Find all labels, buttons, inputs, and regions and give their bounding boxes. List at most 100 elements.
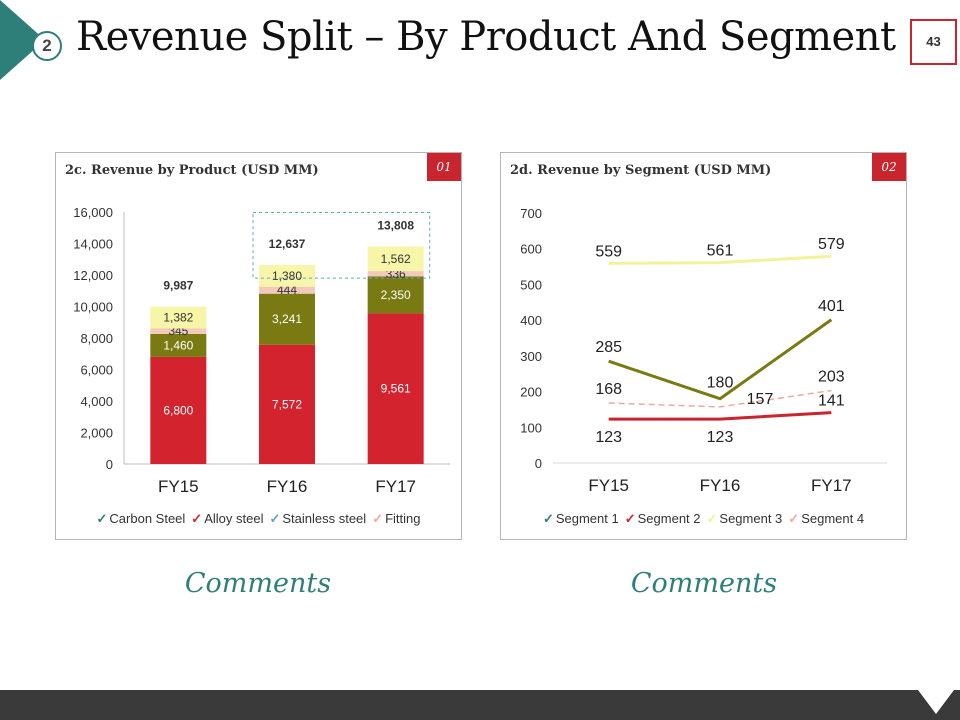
y-tick-label: 0	[535, 456, 542, 471]
data-label: 561	[707, 243, 734, 260]
y-tick-label: 14,000	[73, 237, 113, 252]
x-tick-label: FY17	[811, 476, 852, 495]
product-legend-item[interactable]: ✓ Carbon Steel	[97, 511, 186, 527]
data-label: 123	[707, 429, 734, 446]
data-label: 401	[818, 298, 845, 315]
data-label: 3,241	[272, 312, 302, 326]
legend-label: Segment 1	[555, 511, 619, 526]
legend-label: Segment 2	[637, 511, 701, 526]
product-legend-item[interactable]: ✓ Stainless steel	[269, 511, 366, 527]
segment-chart-badge: 02	[872, 153, 906, 181]
series-line	[608, 254, 832, 265]
y-tick-label: 2,000	[80, 426, 113, 441]
data-label: 2,350	[381, 288, 411, 302]
y-tick-label: 200	[520, 385, 542, 400]
data-label: 7,572	[272, 397, 302, 411]
segment-legend-item[interactable]: ✓ Segment 2	[625, 511, 701, 527]
slide-title: Revenue Split – By Product And Segment	[76, 14, 896, 60]
legend-label: Stainless steel	[282, 511, 367, 526]
bar-segment	[150, 356, 207, 464]
segment-legend-item[interactable]: ✓ Segment 1	[543, 511, 619, 527]
check-icon: ✓	[706, 511, 718, 526]
legend-label: Fitting	[385, 511, 421, 526]
y-tick-label: 6,000	[80, 363, 113, 378]
data-label: 168	[595, 381, 622, 398]
y-tick-label: 100	[520, 420, 542, 435]
y-tick-label: 400	[520, 313, 542, 328]
data-label: 180	[707, 375, 734, 392]
segment-chart-panel: 2d. Revenue by Segment (USD MM) 02 0 100 2…	[500, 152, 907, 540]
bar-segment	[259, 264, 315, 287]
segment-legend-item[interactable]: ✓ Segment 4	[788, 511, 864, 527]
total-label: 12,637	[269, 237, 306, 251]
x-tick-label: FY15	[588, 476, 629, 495]
check-icon: ✓	[191, 511, 203, 526]
data-label: 559	[595, 243, 622, 260]
legend-label: Segment 3	[719, 511, 783, 526]
y-tick-label: 700	[520, 206, 542, 221]
page-number: 43	[910, 19, 957, 65]
segment-legend-item[interactable]: ✓ Segment 3	[707, 511, 783, 527]
product-legend-item[interactable]: ✓ Fitting	[372, 511, 420, 527]
data-label: 141	[818, 393, 845, 410]
bar-segment	[150, 328, 207, 334]
bar-segment	[259, 344, 315, 464]
bar-segment	[150, 306, 207, 329]
next-arrow-icon[interactable]	[918, 690, 954, 714]
series-line	[608, 389, 832, 408]
section-number-badge: 2	[32, 31, 62, 61]
bar-segment	[367, 271, 424, 277]
product-bar-chart: 0 2,000 4,000 6,000 8,000 10,000 12,000 14,000 1…	[73, 205, 450, 496]
y-tick-label: 10,000	[73, 300, 113, 315]
total-label: 13,808	[377, 219, 414, 233]
data-label: 1,562	[381, 252, 411, 266]
x-tick-label: FY16	[267, 477, 308, 496]
y-tick-label: 500	[520, 277, 542, 292]
y-tick-label: 600	[520, 242, 542, 257]
product-chart-legend: ✓ Carbon Steel ✓ Alloy steel ✓ Stainless stee…	[56, 511, 461, 527]
x-tick-label: FY17	[375, 477, 416, 496]
y-tick-label: 4,000	[80, 394, 113, 409]
product-comments-label: Comments	[184, 568, 332, 599]
data-label: 6,800	[163, 403, 193, 417]
y-tick-label: 12,000	[73, 268, 113, 283]
segment-chart-legend: ✓ Segment 1 ✓ Segment 2 ✓ Segment 3 ✓ Segment 4	[501, 511, 906, 527]
bar-segment	[367, 313, 424, 464]
check-icon: ✓	[372, 511, 384, 526]
product-legend-item[interactable]: ✓ Alloy steel	[191, 511, 263, 527]
bar-segment	[259, 286, 315, 294]
check-icon: ✓	[788, 511, 800, 526]
bar-segment	[259, 293, 315, 345]
legend-label: Segment 4	[801, 511, 865, 526]
segment-chart-title: 2d. Revenue by Segment (USD MM)	[510, 163, 772, 178]
data-label: 1,380	[272, 269, 302, 283]
data-label: 123	[595, 429, 622, 446]
legend-label: Carbon Steel	[109, 511, 186, 526]
product-chart-title: 2c. Revenue by Product (USD MM)	[65, 163, 319, 178]
data-label: 579	[818, 236, 845, 253]
y-tick-label: 300	[520, 349, 542, 364]
segment-line-chart: 0 100 200 300 400 500 600 700 FY15 FY16 FY17 123 123…	[520, 206, 887, 495]
segment-comments-label: Comments	[630, 568, 778, 599]
data-label: 285	[595, 339, 622, 356]
data-label: 9,561	[381, 382, 411, 396]
x-tick-label: FY15	[158, 477, 199, 496]
check-icon: ✓	[269, 511, 281, 526]
y-tick-label: 16,000	[73, 205, 113, 220]
highlight-box	[252, 212, 431, 279]
data-label: 1,460	[163, 338, 193, 352]
check-icon: ✓	[96, 511, 108, 526]
bar-segment	[367, 246, 424, 272]
check-icon: ✓	[624, 511, 636, 526]
data-label: 1,382	[163, 311, 193, 325]
series-line	[608, 411, 832, 421]
x-tick-label: FY16	[700, 476, 741, 495]
legend-label: Alloy steel	[204, 511, 264, 526]
y-tick-label: 0	[106, 457, 113, 472]
product-chart-badge: 01	[427, 153, 461, 181]
footer-bar	[0, 690, 960, 720]
data-label: 157	[747, 391, 774, 408]
bar-segment	[367, 276, 424, 314]
product-chart-panel: 2c. Revenue by Product (USD MM) 01 0 2,00…	[55, 152, 462, 540]
bar-segment	[150, 333, 207, 357]
